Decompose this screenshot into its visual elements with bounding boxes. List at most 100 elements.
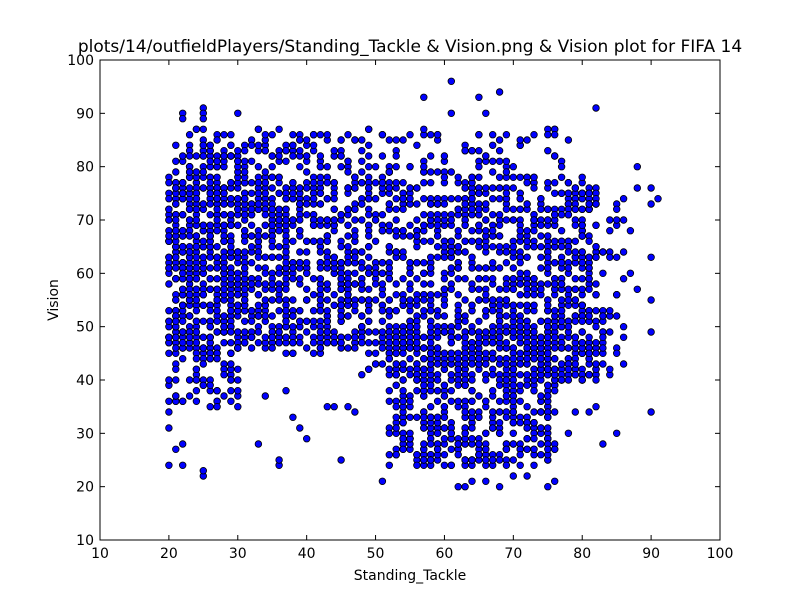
scatter-point (337, 456, 345, 464)
scatter-point (378, 130, 387, 139)
scatter-point (571, 184, 579, 192)
scatter-point (185, 216, 194, 224)
scatter-point (551, 280, 559, 288)
scatter-point (378, 269, 387, 277)
scatter-point (516, 451, 524, 459)
scatter-point (571, 285, 579, 293)
scatter-point (192, 205, 201, 213)
scatter-point (427, 237, 435, 245)
scatter-point (433, 242, 442, 251)
scatter-point (447, 285, 455, 293)
scatter-point (371, 178, 380, 187)
scatter-point (178, 114, 187, 123)
scatter-point (282, 237, 290, 245)
x-tick-label: 80 (573, 546, 591, 562)
scatter-point (461, 146, 469, 155)
scatter-point (489, 157, 497, 165)
scatter-point (172, 296, 180, 304)
scatter-point (509, 440, 517, 448)
scatter-point (165, 317, 173, 325)
scatter-point (303, 248, 311, 256)
scatter-point (289, 237, 297, 245)
scatter-point (530, 445, 538, 453)
scatter-point (351, 232, 359, 240)
scatter-point (413, 184, 421, 192)
scatter-point (323, 194, 331, 203)
scatter-point (447, 397, 455, 405)
scatter-point (509, 472, 517, 480)
scatter-point (578, 221, 586, 229)
scatter-point (420, 125, 428, 133)
scatter-point (185, 168, 194, 176)
scatter-point (592, 242, 600, 251)
scatter-point (564, 429, 573, 437)
scatter-point (185, 205, 194, 213)
scatter-point (413, 200, 421, 208)
scatter-point (282, 307, 290, 315)
scatter-point (454, 226, 462, 235)
scatter-point (530, 226, 538, 235)
scatter-point (509, 328, 517, 336)
scatter-point (185, 275, 194, 283)
scatter-point (475, 392, 483, 400)
scatter-point (316, 307, 325, 315)
scatter-point (330, 291, 338, 299)
scatter-point (344, 157, 352, 165)
scatter-point (365, 339, 373, 347)
scatter-point (447, 109, 455, 117)
scatter-point (495, 232, 504, 240)
scatter-point (296, 146, 304, 155)
scatter-point (234, 275, 242, 283)
scatter-point (523, 291, 531, 299)
scatter-point (399, 226, 407, 235)
scatter-point (213, 216, 221, 224)
scatter-point (592, 280, 600, 288)
scatter-point (172, 392, 180, 400)
scatter-point (502, 189, 511, 197)
scatter-point (234, 221, 242, 229)
scatter-point (316, 248, 325, 256)
scatter-point (495, 419, 504, 427)
scatter-point (509, 242, 517, 251)
scatter-point (413, 339, 421, 347)
scatter-point (371, 216, 380, 224)
scatter-point (399, 360, 407, 368)
scatter-point (234, 365, 242, 373)
scatter-point (489, 226, 497, 235)
scatter-point (213, 205, 221, 213)
scatter-point (178, 210, 187, 219)
scatter-point (544, 413, 552, 421)
scatter-point (392, 339, 400, 347)
scatter-point (489, 296, 497, 304)
scatter-point (557, 162, 566, 171)
scatter-point (206, 264, 214, 272)
scatter-point (344, 130, 352, 139)
scatter-point (185, 248, 194, 256)
scatter-point (330, 205, 338, 213)
scatter-point (482, 109, 490, 117)
scatter-point (220, 323, 228, 331)
scatter-point (475, 440, 483, 448)
scatter-point (234, 328, 242, 336)
scatter-point (564, 344, 573, 352)
scatter-point (213, 264, 221, 272)
scatter-point (199, 152, 207, 160)
scatter-point (502, 285, 511, 293)
scatter-point (199, 333, 207, 341)
scatter-point (316, 285, 325, 293)
scatter-point (192, 125, 201, 133)
scatter-point (199, 114, 207, 123)
scatter-point (399, 349, 407, 357)
scatter-point (475, 189, 483, 197)
scatter-point (454, 173, 462, 181)
scatter-point (365, 317, 373, 325)
scatter-point (261, 130, 269, 139)
scatter-point (461, 483, 469, 491)
scatter-point (509, 355, 517, 363)
scatter-point (378, 178, 387, 187)
scatter-point (323, 317, 331, 325)
scatter-point (495, 173, 504, 181)
scatter-point (585, 285, 593, 293)
scatter-point (489, 355, 497, 363)
scatter-point (509, 429, 517, 437)
